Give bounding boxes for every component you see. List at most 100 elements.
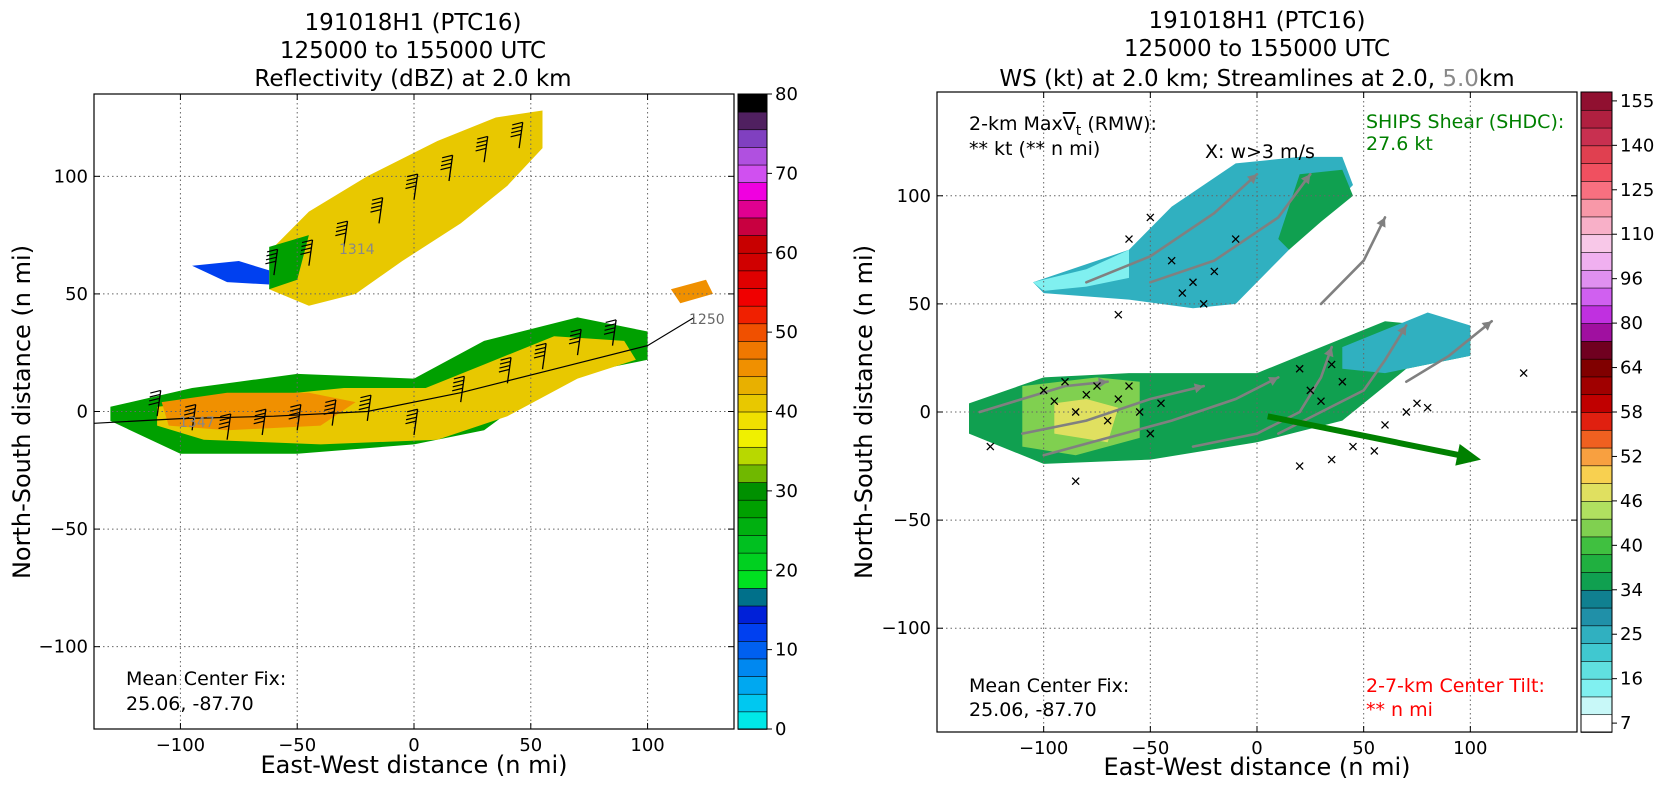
- right-ytick-label: −100: [882, 618, 931, 639]
- left-colorbar-swatch: [737, 711, 768, 730]
- right-field-region: [1033, 249, 1129, 291]
- right-title-line-3: WS (kt) at 2.0 km; Streamlines at 2.0, 5…: [999, 66, 1514, 92]
- ships-shear-value: 27.6 kt: [1366, 133, 1433, 155]
- center-tilt-label: 2-7-km Center Tilt:: [1366, 675, 1545, 697]
- wind-barb: [335, 220, 349, 247]
- right-axis-ticks: −100 −50 0 50 100 −100 −50 0 50 100: [882, 92, 1577, 759]
- right-colorbar-swatch: [1580, 607, 1613, 627]
- right-colorbar-swatch: [1580, 642, 1613, 662]
- updraft-marker: [1210, 267, 1219, 276]
- updraft-marker: [1231, 235, 1240, 243]
- track-label-1347: 1347: [179, 415, 215, 431]
- right-mean-center-value: 25.06, -87.70: [969, 699, 1097, 721]
- left-ytick-label: 0: [77, 402, 88, 423]
- updraft-marker: [1338, 377, 1347, 386]
- wind-barb: [183, 403, 197, 431]
- wind-barb: [300, 239, 314, 266]
- right-colorbar-label: 40: [1620, 535, 1643, 556]
- left-colorbar-swatch: [737, 481, 768, 501]
- left-colorbar-label: 20: [775, 560, 798, 581]
- left-colorbar-swatch: [737, 146, 768, 166]
- reflectivity-field: [110, 110, 713, 454]
- right-colorbar-swatch: [1580, 91, 1613, 111]
- updraft-marker: [1370, 446, 1379, 455]
- streamline: [1319, 216, 1387, 306]
- wind-barb: [440, 154, 454, 182]
- updraft-markers: [986, 213, 1528, 486]
- streamline-arrow: [1397, 325, 1407, 336]
- right-colorbar-swatch: [1580, 145, 1613, 164]
- right-colorbar-swatch: [1580, 625, 1613, 644]
- left-xtick-label: −100: [156, 735, 205, 756]
- right-colorbar-swatch: [1580, 589, 1613, 609]
- left-colorbar-swatch: [737, 111, 768, 131]
- updraft-marker: [1093, 382, 1101, 391]
- right-colorbar-label: 25: [1620, 624, 1643, 645]
- right-xtick-label: −100: [1019, 738, 1068, 759]
- left-colorbar-swatch: [737, 658, 768, 677]
- wind-barb: [323, 399, 337, 426]
- left-colorbar-swatch: [737, 517, 768, 536]
- updraft-marker: [1114, 310, 1123, 319]
- left-colorbar-swatch: [737, 499, 768, 519]
- right-colorbar-label: 155: [1620, 91, 1654, 112]
- right-colorbar-swatch: [1580, 678, 1613, 698]
- center-tilt-value: ** n mi: [1366, 699, 1433, 721]
- streamline: [1042, 376, 1280, 457]
- left-field-region: [269, 110, 543, 306]
- right-ytick-label: −50: [893, 510, 931, 531]
- ships-shear-label: SHIPS Shear (SHDC):: [1366, 111, 1564, 133]
- streamline-arrow: [1481, 321, 1492, 331]
- updraft-marker: [1125, 382, 1133, 391]
- max-vt-label: 2-km Max: [969, 113, 1063, 135]
- left-colorbar-swatch: [737, 305, 768, 325]
- left-colorbar-swatch: [737, 587, 768, 607]
- wind-barb: [510, 121, 524, 149]
- max-vt-rmw: (RMW):: [1081, 113, 1157, 135]
- track-label-1314: 1314: [339, 242, 375, 258]
- right-colorbar-swatch: [1580, 305, 1613, 324]
- left-ytick-label: 100: [54, 166, 88, 187]
- left-xtick-label: 0: [408, 735, 419, 756]
- updraft-marker: [1114, 395, 1123, 403]
- wind-barb: [452, 375, 465, 403]
- right-colorbar-label: 34: [1620, 580, 1643, 601]
- left-colorbar-swatch: [737, 428, 768, 448]
- right-colorbar-swatch: [1580, 696, 1613, 716]
- left-colorbar-swatch: [737, 181, 768, 201]
- left-ytick-label: −100: [39, 637, 88, 658]
- updraft-marker: [1413, 399, 1421, 408]
- updraft-marker: [1146, 213, 1155, 222]
- streamline: [1085, 172, 1259, 284]
- right-colorbar-swatch: [1580, 358, 1613, 378]
- right-colorbar-label: 46: [1620, 491, 1643, 512]
- left-colorbar-swatch: [737, 411, 768, 430]
- right-title-line-3-unit: km: [1479, 66, 1515, 92]
- right-colorbar-swatch: [1580, 251, 1613, 271]
- left-colorbar-swatch: [737, 534, 768, 554]
- left-xtick-label: 100: [630, 735, 664, 756]
- updraft-marker: [1349, 442, 1357, 451]
- right-colorbar-label: 7: [1620, 713, 1631, 734]
- reflectivity-colorbar: 0 10 20 30 40 50 60 70 80: [737, 84, 798, 740]
- right-grid: [937, 92, 1577, 732]
- right-colorbar-label: 58: [1620, 402, 1643, 423]
- shear-vector-shaft: [1267, 413, 1464, 459]
- left-colorbar-swatch: [737, 270, 768, 289]
- updraft-marker: [1317, 397, 1325, 406]
- right-colorbar-label: 52: [1620, 446, 1643, 467]
- right-colorbar-swatch: [1580, 233, 1613, 253]
- updraft-marker: [1050, 397, 1059, 406]
- streamline-arrow: [1268, 377, 1279, 386]
- streamline: [978, 380, 1109, 414]
- left-colorbar-swatch: [737, 569, 768, 589]
- left-colorbar-label: 30: [775, 481, 798, 502]
- streamline-arrow: [1193, 383, 1204, 394]
- left-title-line-3: Reflectivity (dBZ) at 2.0 km: [254, 66, 571, 92]
- right-colorbar-label: 96: [1620, 269, 1643, 290]
- updraft-marker: [1146, 429, 1155, 438]
- wind-barb: [288, 403, 302, 431]
- left-colorbar-label: 50: [775, 322, 798, 343]
- updraft-marker: [1178, 289, 1187, 298]
- updraft-marker: [1327, 455, 1336, 464]
